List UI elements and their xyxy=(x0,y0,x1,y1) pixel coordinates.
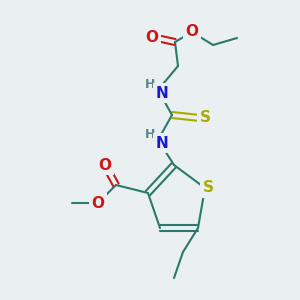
Text: O: O xyxy=(185,25,199,40)
Text: N: N xyxy=(156,136,168,151)
Text: H: H xyxy=(145,79,155,92)
Text: H: H xyxy=(145,128,155,142)
Text: O: O xyxy=(92,196,104,211)
Text: S: S xyxy=(202,181,214,196)
Text: O: O xyxy=(146,29,158,44)
Text: S: S xyxy=(200,110,211,125)
Text: O: O xyxy=(98,158,112,172)
Text: N: N xyxy=(156,85,168,100)
